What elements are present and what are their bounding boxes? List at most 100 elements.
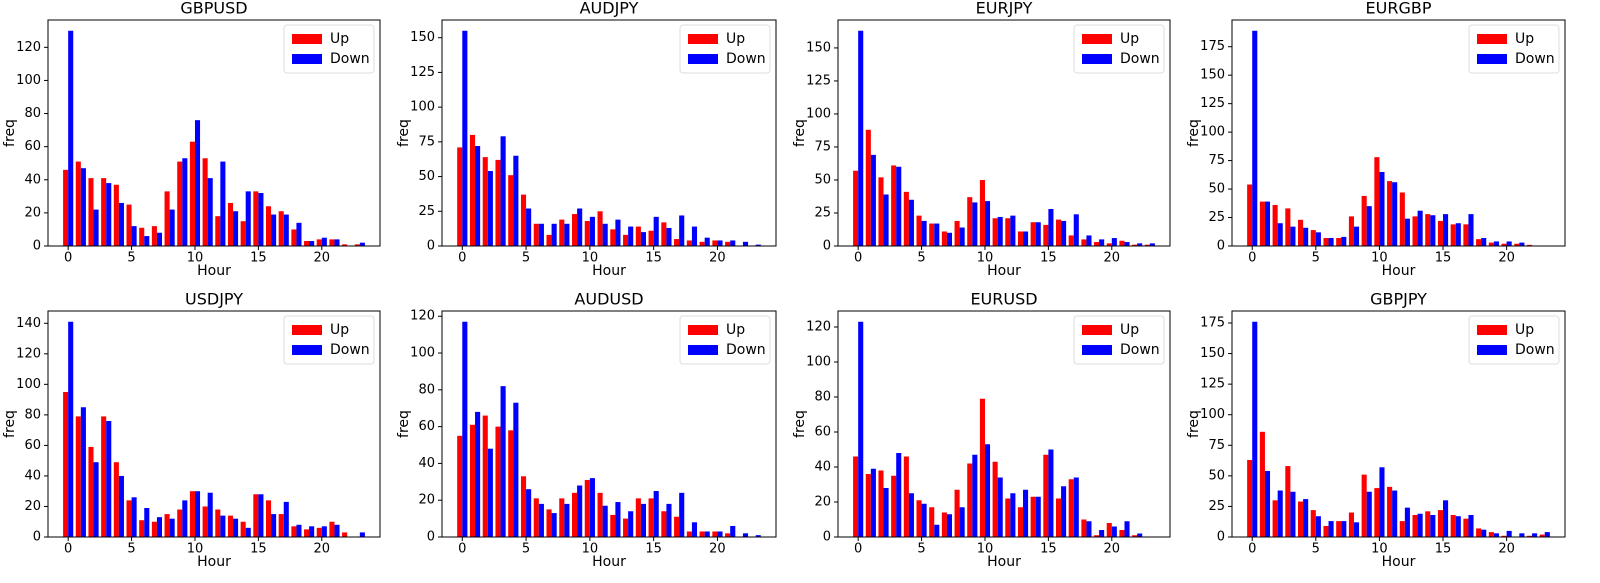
bar xyxy=(1023,231,1029,246)
y-tick-label: 25 xyxy=(418,204,435,219)
bar xyxy=(1086,521,1092,537)
bar xyxy=(80,407,86,537)
bar xyxy=(1310,230,1316,246)
y-tick-label: 40 xyxy=(814,460,831,475)
subplot-title: EURJPY xyxy=(976,0,1033,18)
bar xyxy=(359,242,365,246)
bar xyxy=(755,244,761,246)
bar xyxy=(1437,220,1444,246)
bar xyxy=(635,226,641,246)
bar xyxy=(648,230,654,246)
x-tick-label: 10 xyxy=(1371,251,1388,266)
bar xyxy=(1374,488,1380,537)
bar xyxy=(164,514,170,537)
y-tick-label: 100 xyxy=(410,346,435,361)
x-tick-label: 15 xyxy=(1040,542,1057,557)
bar xyxy=(1404,218,1410,246)
bar xyxy=(1532,533,1538,537)
bar xyxy=(1315,516,1321,537)
legend-label: Down xyxy=(330,342,370,358)
bar xyxy=(1506,530,1512,537)
bar xyxy=(278,211,284,246)
bar xyxy=(934,223,940,246)
bar xyxy=(1443,214,1449,246)
bar xyxy=(258,193,264,246)
bar xyxy=(551,513,557,537)
subplot: GBPJPY Hour freq 0 25 50 75 100 125 150 175 0 5 10 15 2… xyxy=(1186,290,1566,570)
legend-label: Down xyxy=(1515,342,1555,358)
y-tick-label: 80 xyxy=(814,390,831,405)
bar xyxy=(979,398,985,537)
bar xyxy=(329,239,335,246)
y-tick-label: 125 xyxy=(410,65,435,80)
bar xyxy=(903,191,909,246)
bar xyxy=(896,166,902,246)
y-tick-label: 75 xyxy=(1208,438,1225,453)
y-axis-label: freq xyxy=(2,119,18,147)
x-tick-label: 0 xyxy=(854,251,862,266)
bar xyxy=(1425,214,1431,246)
y-tick-label: 20 xyxy=(24,205,41,220)
bar xyxy=(1379,467,1385,537)
bar xyxy=(1353,522,1360,537)
x-tick-label: 0 xyxy=(854,542,862,557)
bar xyxy=(500,136,506,246)
bar xyxy=(1068,235,1074,246)
y-tick-label: 50 xyxy=(418,169,435,184)
bar xyxy=(334,239,340,246)
bar xyxy=(954,489,960,537)
bar xyxy=(615,502,621,537)
bar xyxy=(661,511,667,537)
bar xyxy=(1149,243,1155,246)
bar xyxy=(1348,216,1354,246)
y-tick-label: 100 xyxy=(806,106,831,121)
bar xyxy=(934,524,940,537)
bar xyxy=(80,168,86,246)
bar xyxy=(271,514,277,537)
bar xyxy=(878,177,884,246)
bar xyxy=(538,503,544,537)
bar xyxy=(929,223,935,246)
y-tick-label: 0 xyxy=(33,530,41,545)
bar xyxy=(106,420,112,537)
plot-frame xyxy=(441,310,777,538)
y-tick-label: 100 xyxy=(806,355,831,370)
bar xyxy=(1137,243,1143,246)
x-axis-label: Hour xyxy=(1382,263,1416,279)
x-tick-label: 15 xyxy=(645,251,662,266)
bar xyxy=(1132,535,1138,537)
bar xyxy=(725,533,731,537)
bar xyxy=(1310,510,1316,537)
bar xyxy=(1010,215,1016,246)
bar xyxy=(1247,184,1253,246)
y-tick-label: 100 xyxy=(410,100,435,115)
bar xyxy=(1353,226,1360,246)
bar xyxy=(88,446,94,537)
bar xyxy=(513,402,519,537)
bar xyxy=(156,517,163,537)
bar xyxy=(296,524,302,537)
x-tick-label: 5 xyxy=(127,542,135,557)
bar xyxy=(1323,238,1329,246)
y-tick-label: 60 xyxy=(24,139,41,154)
bar xyxy=(487,171,493,246)
y-tick-label: 0 xyxy=(823,239,831,254)
bar xyxy=(972,202,978,246)
bar xyxy=(233,518,239,537)
x-tick-label: 10 xyxy=(187,251,204,266)
y-tick-label: 50 xyxy=(814,172,831,187)
y-axis-label: freq xyxy=(792,410,808,438)
bar xyxy=(1315,232,1321,246)
bar xyxy=(342,532,348,537)
y-axis-label: freq xyxy=(1186,119,1202,147)
y-tick-label: 0 xyxy=(427,530,435,545)
bar xyxy=(245,191,251,246)
bar xyxy=(508,175,514,246)
bar xyxy=(1055,219,1062,246)
bar xyxy=(240,521,246,537)
bar xyxy=(1526,244,1533,246)
bar xyxy=(997,216,1003,246)
bar xyxy=(526,208,532,246)
bar xyxy=(686,531,692,537)
bar xyxy=(1068,479,1074,537)
